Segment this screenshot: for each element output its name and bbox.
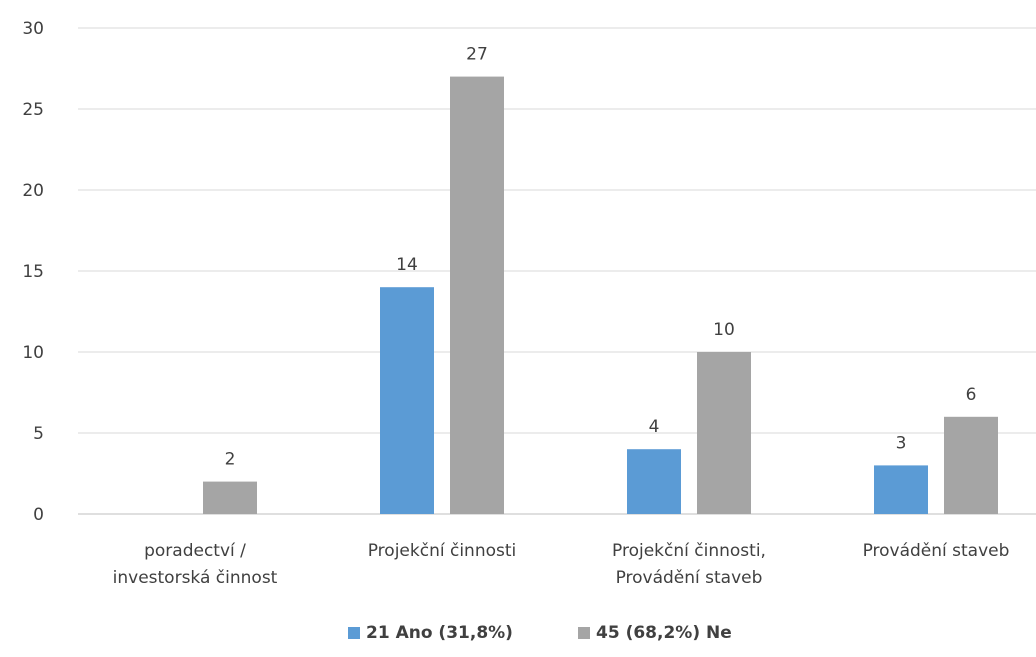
bar-ano — [627, 449, 681, 514]
data-label: 3 — [896, 433, 907, 453]
legend: 21 Ano (31,8%) 45 (68,2%) Ne — [348, 623, 732, 643]
y-tick-label: 5 — [33, 424, 44, 444]
x-category-label: Projekční činnosti, Provádění staveb — [612, 541, 766, 588]
legend-swatch — [578, 627, 590, 639]
x-axis-categories: poradectví / investorská činnost Projekční… — [113, 541, 1010, 588]
data-label: 2 — [225, 450, 236, 470]
legend-label: 21 Ano (31,8%) — [366, 623, 513, 643]
data-label: 4 — [649, 417, 660, 437]
legend-swatch — [348, 627, 360, 639]
data-label: 10 — [713, 320, 735, 340]
bar-ne — [203, 481, 257, 514]
gridlines — [78, 27, 1036, 515]
y-tick-label: 0 — [33, 505, 44, 525]
bar-ne — [450, 76, 504, 514]
x-category-label: poradectví / investorská činnost — [113, 541, 278, 588]
y-axis-ticks: 0 5 10 15 20 25 30 — [22, 19, 44, 525]
y-tick-label: 30 — [22, 19, 44, 39]
y-tick-label: 25 — [22, 100, 44, 120]
bar-ne — [944, 416, 998, 514]
data-label: 27 — [466, 45, 488, 65]
data-label: 6 — [966, 385, 977, 405]
bar-ano — [874, 465, 928, 514]
data-label: 14 — [396, 255, 418, 275]
y-tick-label: 10 — [22, 343, 44, 363]
bar-ne — [697, 352, 751, 514]
x-category-label: Projekční činnosti — [368, 541, 517, 561]
bars — [203, 76, 998, 514]
y-tick-label: 15 — [22, 262, 44, 282]
data-labels: 2 14 27 4 10 3 6 — [225, 45, 977, 470]
x-category-label: Provádění staveb — [863, 541, 1010, 561]
y-tick-label: 20 — [22, 181, 44, 201]
bar-ano — [380, 287, 434, 514]
legend-label: 45 (68,2%) Ne — [596, 623, 732, 643]
